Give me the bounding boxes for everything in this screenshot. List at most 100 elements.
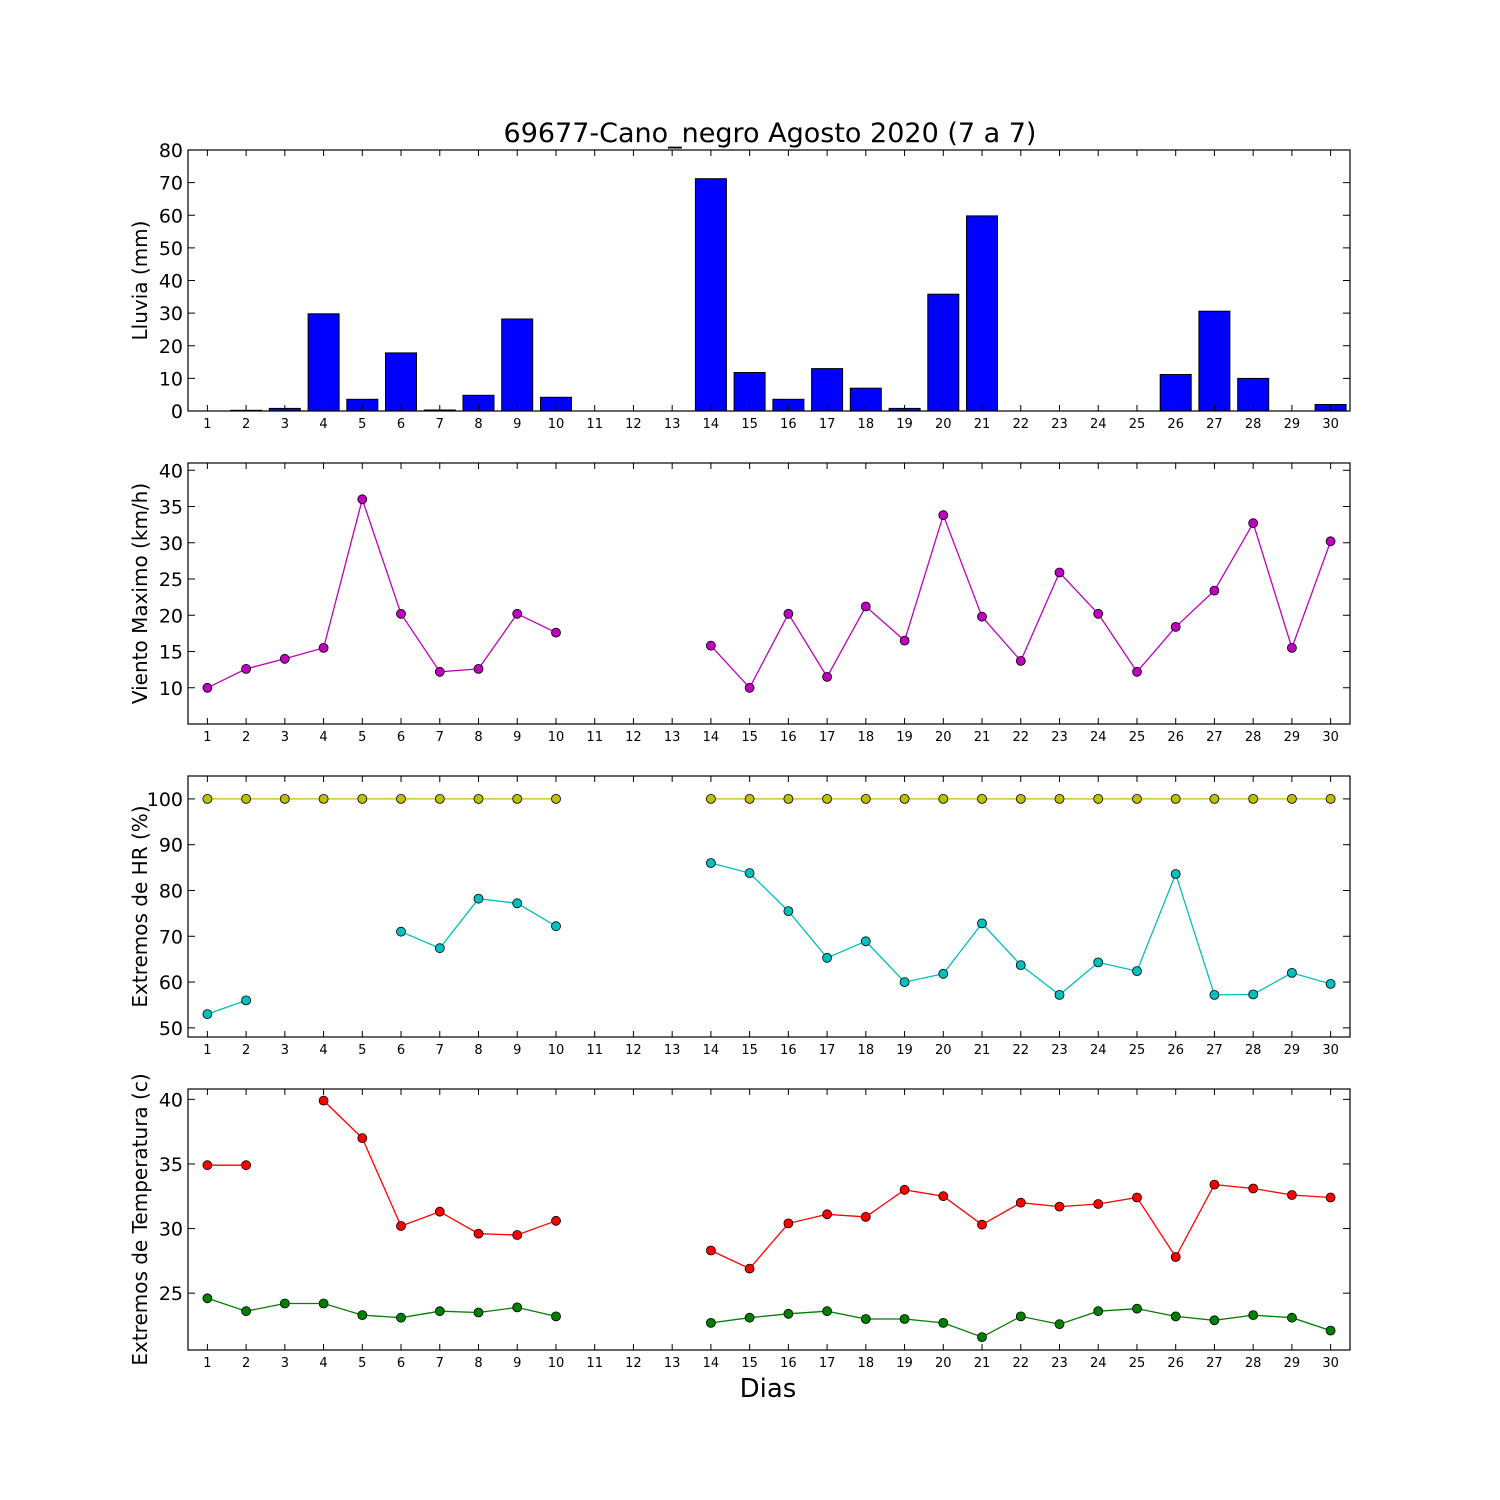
xtick-label-hr-16: 16: [780, 1043, 797, 1058]
xtick-label-temp-9: 9: [513, 1356, 521, 1371]
xtick-label-viento-4: 4: [319, 730, 327, 745]
xtick-label-viento-20: 20: [935, 730, 952, 745]
point-hr-s0-5: [357, 794, 368, 804]
point-hr-s0-6: [396, 794, 406, 804]
xtick-label-hr-22: 22: [1012, 1043, 1029, 1058]
xtick-label-temp-23: 23: [1051, 1356, 1068, 1371]
point-viento-s0-1: [202, 682, 213, 693]
point-temp-s0-4: [318, 1095, 329, 1106]
xtick-label-viento-5: 5: [358, 730, 366, 745]
xtick-label-viento-18: 18: [858, 730, 875, 745]
xtick-label-lluvia-26: 26: [1167, 417, 1184, 432]
xtick-label-temp-27: 27: [1206, 1356, 1223, 1371]
ytick-label-viento-35: 35: [159, 497, 183, 519]
xtick-label-lluvia-29: 29: [1284, 417, 1301, 432]
xtick-label-hr-28: 28: [1245, 1043, 1262, 1058]
xtick-label-hr-5: 5: [358, 1043, 366, 1058]
point-temp-s1-4: [318, 1298, 329, 1309]
ytick-label-hr-50: 50: [159, 1018, 183, 1040]
point-viento-s0-2: [241, 664, 252, 674]
point-hr-s1-28: [1248, 989, 1259, 1000]
point-temp-s1-26: [1170, 1311, 1181, 1322]
point-temp-s1-6: [396, 1312, 406, 1323]
ytick-label-viento-40: 40: [159, 460, 183, 482]
point-temp-s1-14: [706, 1318, 716, 1328]
point-hr-s0-28: [1248, 794, 1259, 804]
point-temp-s0-16: [783, 1218, 794, 1229]
ytick-label-viento-10: 10: [159, 678, 183, 700]
line-hr-s1: [710, 862, 1331, 996]
point-hr-s0-21: [977, 794, 987, 804]
xtick-label-temp-19: 19: [896, 1356, 913, 1371]
point-temp-s1-23: [1054, 1319, 1065, 1330]
point-viento-s0-30: [1325, 536, 1336, 547]
point-temp-s0-7: [434, 1206, 445, 1217]
xtick-label-viento-24: 24: [1090, 730, 1107, 745]
line-temp-s0: [710, 1183, 1331, 1270]
point-temp-s1-19: [899, 1314, 910, 1324]
plot-frame-viento: [187, 462, 1351, 725]
xtick-label-lluvia-3: 3: [281, 417, 289, 432]
xtick-label-hr-24: 24: [1090, 1043, 1107, 1058]
point-hr-s1-22: [1015, 960, 1026, 970]
ylabel-viento: Viento Maximo (km/h): [128, 483, 152, 704]
point-hr-s1-27: [1209, 990, 1220, 1000]
point-temp-s0-9: [512, 1230, 523, 1240]
point-temp-s0-14: [706, 1245, 716, 1256]
xtick-label-viento-14: 14: [703, 730, 720, 745]
ytick-label-lluvia-50: 50: [159, 238, 183, 260]
point-temp-s1-21: [977, 1332, 987, 1342]
xtick-label-viento-30: 30: [1322, 730, 1339, 745]
xtick-label-temp-16: 16: [780, 1356, 797, 1371]
xtick-label-viento-27: 27: [1206, 730, 1223, 745]
xtick-label-hr-14: 14: [703, 1043, 720, 1058]
point-viento-s0-7: [434, 666, 445, 677]
xtick-label-viento-3: 3: [281, 730, 289, 745]
point-temp-s0-28: [1248, 1183, 1259, 1194]
xtick-label-lluvia-30: 30: [1322, 417, 1339, 432]
point-hr-s0-29: [1287, 794, 1297, 804]
ylabel-temp: Extremos de Temperatura (c): [128, 1073, 152, 1365]
xtick-label-temp-24: 24: [1090, 1356, 1107, 1371]
xtick-label-viento-8: 8: [474, 730, 482, 745]
point-temp-s1-8: [473, 1307, 484, 1318]
xtick-label-hr-3: 3: [281, 1043, 289, 1058]
point-temp-s1-27: [1209, 1315, 1220, 1326]
xtick-label-lluvia-8: 8: [474, 417, 482, 432]
ytick-label-temp-40: 40: [159, 1089, 183, 1111]
point-hr-s0-9: [512, 794, 523, 804]
xtick-label-temp-26: 26: [1167, 1356, 1184, 1371]
bar-lluvia-17: [811, 368, 844, 412]
point-temp-s0-24: [1093, 1199, 1104, 1209]
point-hr-s1-21: [977, 918, 987, 929]
xtick-label-temp-12: 12: [625, 1356, 642, 1371]
point-temp-s0-17: [822, 1209, 832, 1220]
bar-lluvia-26: [1159, 374, 1192, 412]
xtick-label-hr-26: 26: [1167, 1043, 1184, 1058]
xtick-label-viento-10: 10: [548, 730, 565, 745]
point-viento-s0-17: [822, 672, 832, 682]
xtick-label-viento-11: 11: [586, 730, 603, 745]
point-hr-s0-4: [318, 794, 329, 804]
point-temp-s1-16: [783, 1308, 794, 1319]
xtick-label-hr-17: 17: [819, 1043, 836, 1058]
point-hr-s1-20: [938, 968, 949, 979]
xtick-label-viento-2: 2: [242, 730, 250, 745]
point-temp-s1-22: [1015, 1311, 1026, 1322]
plot-frame-lluvia: [187, 149, 1351, 412]
point-hr-s0-18: [860, 794, 871, 804]
point-temp-s0-20: [938, 1191, 949, 1202]
bar-lluvia-21: [966, 215, 998, 412]
point-hr-s0-2: [241, 794, 252, 804]
xtick-label-temp-1: 1: [203, 1356, 211, 1371]
xtick-label-lluvia-5: 5: [358, 417, 366, 432]
ylabel-lluvia: Lluvia (mm): [128, 221, 152, 341]
ytick-label-hr-70: 70: [159, 926, 183, 948]
point-viento-s0-9: [512, 608, 523, 619]
point-temp-s1-30: [1325, 1325, 1336, 1336]
point-hr-s0-27: [1209, 794, 1220, 804]
point-viento-s0-21: [977, 611, 987, 622]
point-viento-s0-4: [318, 643, 329, 653]
xtick-label-temp-13: 13: [664, 1356, 681, 1371]
